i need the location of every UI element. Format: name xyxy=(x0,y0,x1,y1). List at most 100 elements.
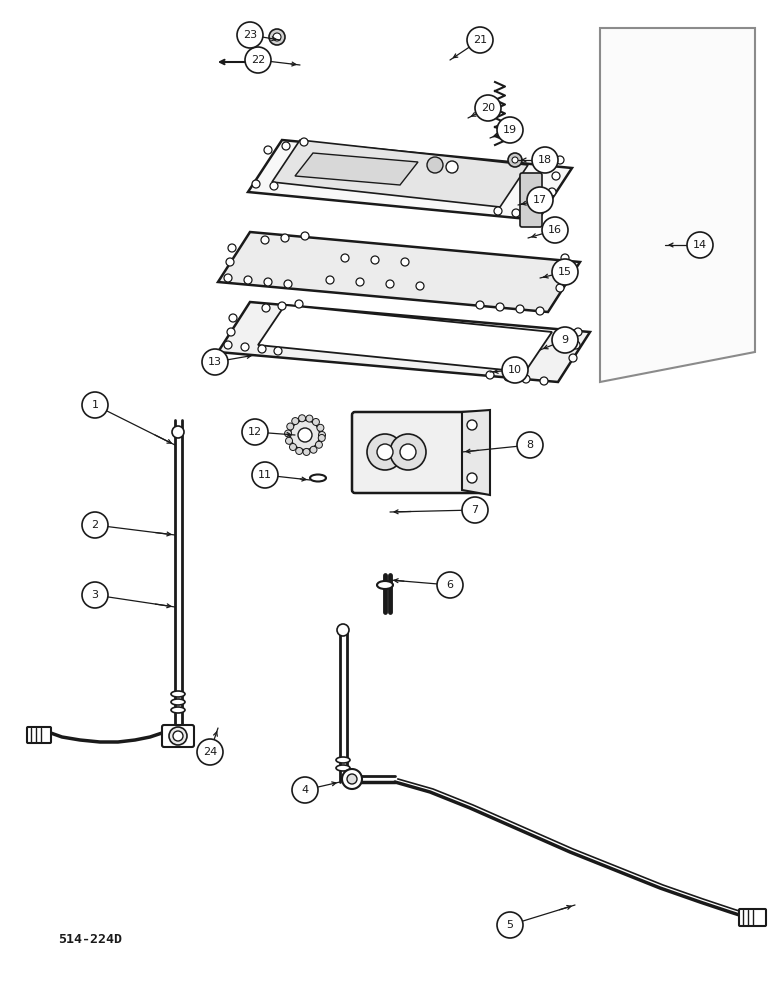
Circle shape xyxy=(416,282,424,290)
Polygon shape xyxy=(462,410,490,495)
Text: 20: 20 xyxy=(481,103,495,113)
Circle shape xyxy=(371,256,379,264)
Text: 12: 12 xyxy=(248,427,262,437)
Text: 1: 1 xyxy=(92,400,99,410)
FancyBboxPatch shape xyxy=(739,909,766,926)
Circle shape xyxy=(226,258,234,266)
Circle shape xyxy=(559,269,567,277)
Circle shape xyxy=(224,274,232,282)
Text: 4: 4 xyxy=(301,785,309,795)
Circle shape xyxy=(377,444,393,460)
Circle shape xyxy=(400,444,416,460)
Text: 11: 11 xyxy=(258,470,272,480)
Circle shape xyxy=(284,280,292,288)
Circle shape xyxy=(527,187,553,213)
Circle shape xyxy=(282,142,290,150)
Circle shape xyxy=(264,278,272,286)
Circle shape xyxy=(303,448,310,455)
Circle shape xyxy=(270,182,278,190)
Polygon shape xyxy=(295,153,418,185)
Polygon shape xyxy=(218,302,590,382)
Circle shape xyxy=(281,234,289,242)
Circle shape xyxy=(310,446,317,453)
Circle shape xyxy=(301,232,309,240)
Text: 22: 22 xyxy=(251,55,265,65)
Circle shape xyxy=(446,161,458,173)
Polygon shape xyxy=(258,305,552,372)
Text: 3: 3 xyxy=(92,590,99,600)
Circle shape xyxy=(542,217,568,243)
Circle shape xyxy=(687,232,713,258)
Circle shape xyxy=(532,147,558,173)
Circle shape xyxy=(252,180,260,188)
Text: 16: 16 xyxy=(548,225,562,235)
Circle shape xyxy=(367,434,403,470)
Circle shape xyxy=(516,305,524,313)
Circle shape xyxy=(252,462,278,488)
Circle shape xyxy=(278,302,286,310)
Ellipse shape xyxy=(171,707,185,713)
Circle shape xyxy=(401,258,409,266)
FancyBboxPatch shape xyxy=(27,727,51,743)
Circle shape xyxy=(269,29,285,45)
Ellipse shape xyxy=(310,475,326,482)
Circle shape xyxy=(569,354,577,362)
Circle shape xyxy=(229,314,237,322)
Circle shape xyxy=(337,624,349,636)
Circle shape xyxy=(552,172,560,180)
Text: 6: 6 xyxy=(446,580,453,590)
Circle shape xyxy=(82,392,108,418)
Circle shape xyxy=(169,727,187,745)
Circle shape xyxy=(197,739,223,765)
Text: 9: 9 xyxy=(561,335,568,345)
Circle shape xyxy=(261,236,269,244)
Circle shape xyxy=(319,432,326,438)
Circle shape xyxy=(512,209,520,217)
Circle shape xyxy=(299,415,306,422)
Circle shape xyxy=(82,582,108,608)
Circle shape xyxy=(241,343,249,351)
Circle shape xyxy=(462,497,488,523)
Text: 23: 23 xyxy=(243,30,257,40)
Circle shape xyxy=(316,441,323,448)
Circle shape xyxy=(504,373,512,381)
Text: 5: 5 xyxy=(506,920,513,930)
Circle shape xyxy=(292,418,299,425)
Circle shape xyxy=(306,415,313,422)
Text: 13: 13 xyxy=(208,357,222,367)
Circle shape xyxy=(475,95,501,121)
Text: 8: 8 xyxy=(527,440,533,450)
Circle shape xyxy=(512,157,518,163)
Ellipse shape xyxy=(171,699,185,705)
Circle shape xyxy=(296,447,303,454)
Circle shape xyxy=(286,437,293,444)
Circle shape xyxy=(258,345,266,353)
Circle shape xyxy=(264,146,272,154)
Circle shape xyxy=(494,207,502,215)
Circle shape xyxy=(273,33,281,41)
Circle shape xyxy=(173,731,183,741)
Text: 7: 7 xyxy=(472,505,479,515)
Circle shape xyxy=(224,341,232,349)
Circle shape xyxy=(245,47,271,73)
Circle shape xyxy=(497,912,523,938)
Circle shape xyxy=(242,419,268,445)
Circle shape xyxy=(437,572,463,598)
Circle shape xyxy=(318,434,325,441)
Circle shape xyxy=(556,156,564,164)
Circle shape xyxy=(341,254,349,262)
Circle shape xyxy=(356,278,364,286)
Circle shape xyxy=(172,426,184,438)
Circle shape xyxy=(467,473,477,483)
Text: 18: 18 xyxy=(538,155,552,165)
Circle shape xyxy=(548,188,556,196)
Ellipse shape xyxy=(171,691,185,697)
Text: 10: 10 xyxy=(508,365,522,375)
Circle shape xyxy=(202,349,228,375)
Text: 14: 14 xyxy=(693,240,707,250)
Circle shape xyxy=(552,327,578,353)
Circle shape xyxy=(390,434,426,470)
FancyBboxPatch shape xyxy=(162,725,194,747)
Polygon shape xyxy=(248,140,572,220)
Circle shape xyxy=(298,428,312,442)
